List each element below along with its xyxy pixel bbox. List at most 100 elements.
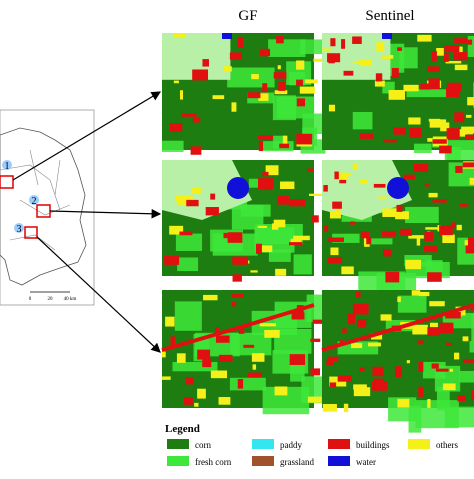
patch <box>290 238 302 243</box>
patch <box>352 111 373 130</box>
patch <box>277 195 290 205</box>
patch <box>446 342 453 346</box>
patch <box>210 370 228 379</box>
map-marker <box>2 160 12 170</box>
column-title: GF <box>238 8 257 24</box>
patch <box>439 145 452 154</box>
patch <box>240 204 271 217</box>
patch <box>341 266 354 275</box>
patch <box>382 208 397 217</box>
patch <box>464 240 470 246</box>
patch <box>378 196 387 199</box>
patch <box>177 257 199 272</box>
patch <box>454 64 468 71</box>
patch <box>328 237 344 243</box>
patch <box>465 245 474 254</box>
patch <box>444 406 474 428</box>
patch <box>385 271 400 283</box>
patch <box>192 188 202 194</box>
patch <box>268 39 306 58</box>
patch <box>453 52 468 61</box>
patch <box>257 225 267 229</box>
patch <box>169 123 183 132</box>
patch <box>417 34 432 42</box>
patch <box>428 118 441 122</box>
patch <box>418 386 424 397</box>
patch <box>203 294 218 301</box>
patch <box>465 114 472 118</box>
water-body <box>387 177 409 199</box>
patch <box>393 127 406 135</box>
patch <box>215 335 230 343</box>
patch <box>457 395 466 402</box>
patch <box>255 243 262 254</box>
scale-label: 20 <box>48 297 54 302</box>
patch <box>417 340 424 345</box>
patch <box>360 231 369 239</box>
patch <box>405 206 439 224</box>
patch <box>427 399 431 408</box>
patch <box>328 104 336 112</box>
patch <box>252 364 257 370</box>
patch <box>368 342 381 347</box>
patch <box>288 242 303 246</box>
patch <box>352 163 358 170</box>
patch <box>327 256 343 264</box>
patch <box>300 39 325 55</box>
arrow <box>36 236 161 353</box>
patch <box>282 135 288 145</box>
map-marker <box>29 195 39 205</box>
patch <box>337 375 352 382</box>
legend-label: grassland <box>280 457 314 467</box>
patch <box>248 372 263 378</box>
patch <box>382 81 395 94</box>
patch <box>429 119 447 128</box>
patch <box>335 207 340 213</box>
patch <box>413 163 429 172</box>
patch <box>262 83 268 93</box>
patch <box>383 139 397 143</box>
patch <box>411 290 421 296</box>
patch <box>462 336 469 342</box>
patch <box>309 193 326 197</box>
patch <box>227 232 243 243</box>
patch <box>289 199 306 207</box>
patch <box>416 236 421 246</box>
patch <box>425 227 442 230</box>
patch <box>397 398 410 408</box>
patch <box>403 174 415 180</box>
patch <box>218 354 233 362</box>
patch <box>449 368 454 372</box>
patch <box>341 39 346 49</box>
patch <box>363 238 393 245</box>
patch <box>173 33 186 38</box>
legend-swatch <box>328 456 350 466</box>
patch <box>382 230 397 237</box>
patch <box>330 38 336 47</box>
patch <box>371 380 388 391</box>
patch <box>247 92 261 99</box>
patch <box>335 172 349 180</box>
patch <box>162 160 252 220</box>
arrow <box>12 91 162 181</box>
patch <box>176 353 186 363</box>
patch <box>296 133 313 145</box>
patch <box>406 89 457 98</box>
patch <box>231 294 244 298</box>
patch <box>214 327 220 335</box>
legend-swatch <box>167 439 189 449</box>
patch <box>299 86 315 94</box>
patch <box>406 360 410 364</box>
patch <box>388 89 405 100</box>
legend-label: buildings <box>356 440 390 450</box>
patch <box>251 74 259 80</box>
patch <box>262 171 269 177</box>
patch <box>391 67 399 79</box>
patch <box>229 377 266 391</box>
patch <box>223 66 232 72</box>
patch <box>322 403 337 412</box>
scale-label: 0 <box>29 297 32 302</box>
patch <box>165 316 175 327</box>
patch <box>350 221 356 225</box>
